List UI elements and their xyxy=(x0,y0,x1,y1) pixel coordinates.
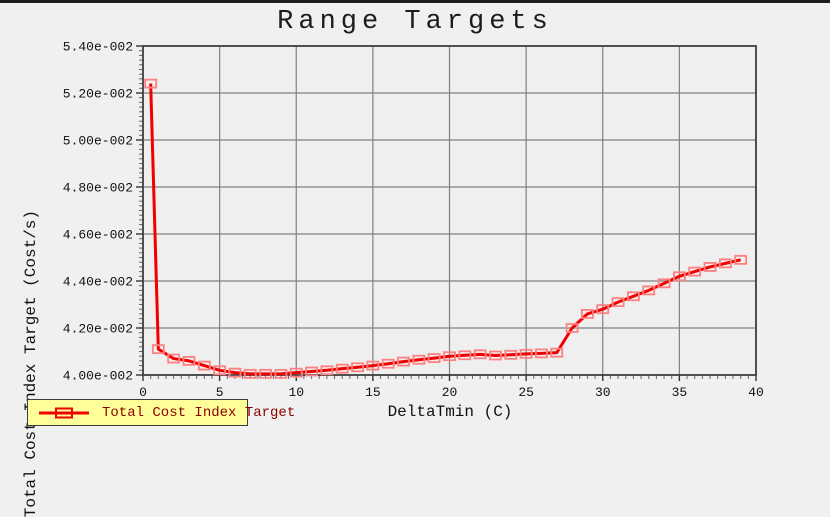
x-axis-title: DeltaTmin (C) xyxy=(387,403,513,421)
svg-text:20: 20 xyxy=(442,385,458,400)
series-line xyxy=(149,83,742,376)
svg-text:5: 5 xyxy=(216,385,224,400)
svg-text:4.60e-002: 4.60e-002 xyxy=(63,228,133,243)
svg-text:4.20e-002: 4.20e-002 xyxy=(63,322,133,337)
plot-area: 0 5 10 15 20 25 30 35 40 4.00e-002 4.20e-002 4.40e-… xyxy=(63,40,764,401)
legend-line-marker-icon xyxy=(39,407,89,418)
plot-border xyxy=(142,45,757,376)
major-ticks xyxy=(136,45,757,381)
y-tick-labels: 4.00e-002 4.20e-002 4.40e-002 4.60e-002 4.80… xyxy=(63,40,133,384)
svg-text:40: 40 xyxy=(748,385,764,400)
gridlines xyxy=(143,46,756,375)
chart-title: Range Targets xyxy=(277,7,553,37)
window-top-border xyxy=(0,0,830,3)
svg-text:5.20e-002: 5.20e-002 xyxy=(63,87,133,102)
svg-text:25: 25 xyxy=(518,385,534,400)
svg-text:4.00e-002: 4.00e-002 xyxy=(63,369,133,384)
svg-text:4.80e-002: 4.80e-002 xyxy=(63,181,133,196)
series-markers xyxy=(144,78,748,379)
svg-text:4.40e-002: 4.40e-002 xyxy=(63,275,133,290)
svg-text:10: 10 xyxy=(288,385,304,400)
svg-text:15: 15 xyxy=(365,385,381,400)
svg-text:0: 0 xyxy=(139,385,147,400)
legend-label: Total Cost Index Target xyxy=(102,404,296,421)
svg-text:30: 30 xyxy=(595,385,611,400)
x-tick-labels: 0 5 10 15 20 25 30 35 40 xyxy=(139,385,764,400)
legend: Total Cost Index Target xyxy=(27,399,295,426)
svg-text:35: 35 xyxy=(672,385,688,400)
svg-text:5.00e-002: 5.00e-002 xyxy=(63,134,133,149)
svg-text:5.40e-002: 5.40e-002 xyxy=(63,40,133,55)
